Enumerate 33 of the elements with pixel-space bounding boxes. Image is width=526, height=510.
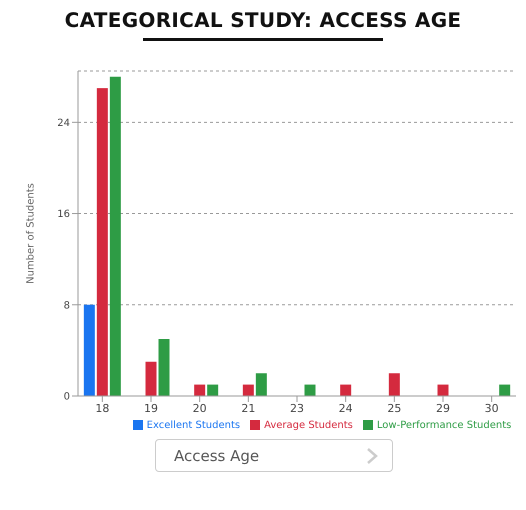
x-tick-label: 25 — [387, 402, 402, 415]
x-tick-label: 23 — [290, 402, 304, 415]
bar — [256, 373, 267, 396]
x-tick-label: 29 — [436, 402, 450, 415]
bar — [96, 88, 108, 396]
y-axis-title: Number of Students — [26, 183, 37, 284]
legend-label: Low-Performance Students — [376, 420, 512, 431]
bar — [158, 338, 170, 396]
bar — [438, 384, 449, 396]
chart-title: CATEGORICAL STUDY: ACCESS AGE — [64, 8, 462, 32]
x-axis-title: Access Age — [174, 446, 260, 464]
x-tick-label: 20 — [192, 402, 207, 415]
x-tick-label: 18 — [95, 402, 110, 415]
y-tick-label: 16 — [57, 209, 70, 220]
bar — [84, 304, 95, 396]
legend-label: Average Students — [264, 420, 353, 431]
y-tick-label: 24 — [57, 118, 70, 129]
bar — [110, 76, 121, 396]
x-tick-label: 30 — [484, 402, 499, 415]
bar — [146, 362, 157, 396]
x-tick-label: 24 — [338, 402, 353, 415]
x-tick-label: 19 — [144, 402, 158, 415]
bar — [304, 384, 316, 396]
legend-label: Excellent Students — [146, 420, 240, 431]
bar — [388, 373, 400, 396]
bar — [340, 384, 352, 396]
bar — [499, 384, 510, 396]
y-tick-label: 0 — [64, 392, 70, 403]
bar — [194, 384, 206, 396]
x-tick-label: 21 — [241, 402, 256, 415]
y-tick-label: 8 — [64, 300, 70, 312]
bar — [242, 384, 254, 396]
bar — [207, 384, 218, 396]
